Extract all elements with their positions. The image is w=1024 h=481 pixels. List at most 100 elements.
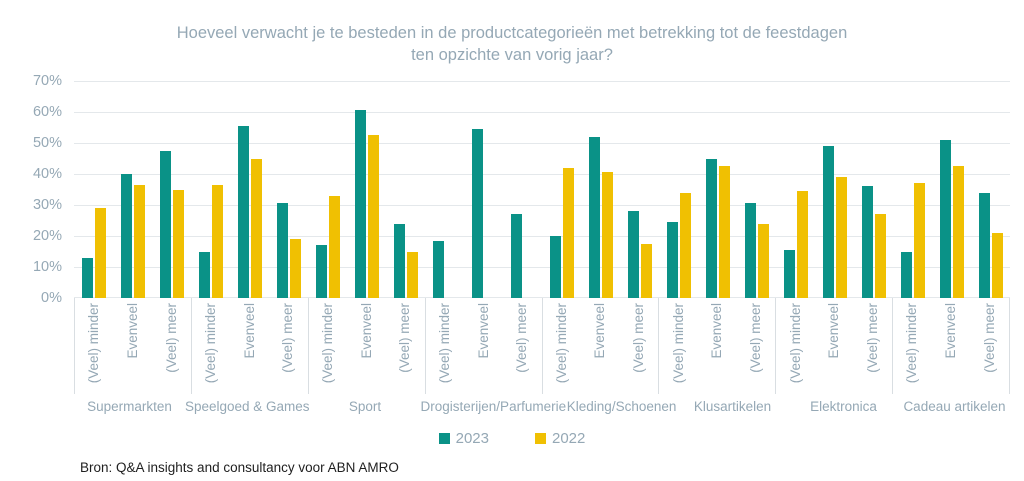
bar-2023 xyxy=(978,192,990,298)
yellow-square-icon xyxy=(535,433,546,444)
subcategory-label: Evenveel xyxy=(592,303,608,359)
bar-2023 xyxy=(354,110,366,298)
x-axis-group-labels: Supermarkten Speelgoed & Games Sport Drogis… xyxy=(74,396,1010,416)
y-axis: 70% 60% 50% 40% 30% 20% 10% 0% xyxy=(0,73,74,306)
subcategory-label-cell: (Veel) meer xyxy=(970,298,1009,394)
subcategory-label-cell: (Veel) minder xyxy=(75,298,114,394)
category-label-cell: Sport xyxy=(310,396,421,416)
bar-group xyxy=(308,81,425,298)
bar-2022 xyxy=(757,223,769,298)
category-label: Klusartikelen xyxy=(693,398,772,414)
bar-2023 xyxy=(237,125,249,298)
bar-groups xyxy=(74,81,1010,298)
bar-2022 xyxy=(679,192,691,298)
bar-pair xyxy=(464,81,503,298)
bar-2022 xyxy=(562,167,574,298)
bar-2022 xyxy=(406,251,418,298)
subcategory-label: (Veel) minder xyxy=(86,303,102,384)
bar-pair xyxy=(425,81,464,298)
bar-2023 xyxy=(549,236,561,298)
bar-2023 xyxy=(900,251,912,298)
bar-pair xyxy=(386,81,425,298)
bar-pair xyxy=(620,81,659,298)
subcategory-label-cell: Evenveel xyxy=(815,298,854,394)
bar-2023 xyxy=(510,214,522,298)
subcategory-label-cell: (Veel) minder xyxy=(776,298,815,394)
bar-group xyxy=(893,81,1010,298)
bar-2022 xyxy=(640,243,652,298)
y-axis-tick: 60% xyxy=(32,104,62,120)
bar-pair xyxy=(230,81,269,298)
category-label-cell: Klusartikelen xyxy=(677,396,788,416)
bar-2022 xyxy=(289,239,301,298)
subcategory-label-cell: (Veel) meer xyxy=(737,298,776,394)
y-axis-tick: 10% xyxy=(32,259,62,275)
bar-pair xyxy=(503,81,542,298)
gridline xyxy=(74,236,1010,237)
y-axis-tick: 50% xyxy=(32,135,62,151)
plot-area xyxy=(74,81,1010,298)
subcategory-label-cell: Evenveel xyxy=(698,298,737,394)
bar-2022 xyxy=(250,158,262,298)
bar-group xyxy=(191,81,308,298)
subcategory-label-cell: (Veel) minder xyxy=(893,298,932,394)
subcategory-label: (Veel) meer xyxy=(981,303,997,373)
bar-2023 xyxy=(939,139,951,298)
legend-item-2022: 2022 xyxy=(535,430,585,447)
bar-2022 xyxy=(952,166,964,298)
subcategory-label-cell: Evenveel xyxy=(347,298,386,394)
bar-2022 xyxy=(601,172,613,298)
bar-group xyxy=(425,81,542,298)
bar-2023 xyxy=(588,136,600,298)
bar-2022 xyxy=(874,214,886,298)
subcategory-label: Evenveel xyxy=(241,303,257,359)
subcategory-label-cell: (Veel) meer xyxy=(620,298,659,394)
subcategory-label: (Veel) meer xyxy=(631,303,647,373)
gridline xyxy=(74,267,1010,268)
subcategory-label-cell: Evenveel xyxy=(464,298,503,394)
bar-2022 xyxy=(172,189,184,298)
subcategory-label: Evenveel xyxy=(358,303,374,359)
bar-chart: 70% 60% 50% 40% 30% 20% 10% 0% (Veel) minder Eve… xyxy=(0,73,1024,416)
bar-pair xyxy=(152,81,191,298)
bar-pair xyxy=(191,81,230,298)
subcategory-label: (Veel) minder xyxy=(553,303,569,384)
subcategory-label-cell: (Veel) minder xyxy=(543,298,582,394)
subcategory-label: (Veel) minder xyxy=(904,303,920,384)
bar-2022 xyxy=(328,195,340,298)
subcategory-label-group: (Veel) minder Evenveel (Veel) meer xyxy=(74,298,191,394)
subcategory-label: Evenveel xyxy=(124,303,140,359)
bar-pair xyxy=(581,81,620,298)
bar-2022 xyxy=(835,177,847,298)
subcategory-label-cell: Evenveel xyxy=(231,298,270,394)
subcategory-label-cell: (Veel) meer xyxy=(386,298,425,394)
bar-2023 xyxy=(393,223,405,298)
y-axis-tick: 40% xyxy=(32,166,62,182)
subcategory-label: (Veel) minder xyxy=(320,303,336,384)
bar-2023 xyxy=(432,240,444,298)
subcategory-label: (Veel) meer xyxy=(280,303,296,373)
chart-title-line1: Hoeveel verwacht je te besteden in de pr… xyxy=(176,24,848,42)
subcategory-label-cell: (Veel) minder xyxy=(192,298,231,394)
bar-2023 xyxy=(627,211,639,298)
bar-2023 xyxy=(471,129,483,298)
category-label: Drogisterijen/Parfumerie xyxy=(420,398,567,414)
gridline xyxy=(74,112,1010,113)
category-label-cell: Kleding/Schoenen xyxy=(566,396,677,416)
subcategory-label-cell: (Veel) minder xyxy=(426,298,465,394)
legend-label-2023: 2023 xyxy=(455,430,489,447)
bar-pair xyxy=(74,81,113,298)
subcategory-label: (Veel) meer xyxy=(864,303,880,373)
subcategory-label: Evenveel xyxy=(826,303,842,359)
teal-square-icon xyxy=(438,433,450,444)
category-label: Cadeau artikelen xyxy=(903,398,1006,414)
subcategory-label-cell: (Veel) meer xyxy=(152,298,191,394)
bar-pair xyxy=(698,81,737,298)
bar-group xyxy=(776,81,893,298)
legend: 2023 2022 xyxy=(0,430,1024,447)
bar-group xyxy=(74,81,191,298)
subcategory-label-cell: (Veel) meer xyxy=(503,298,542,394)
subcategory-label: (Veel) minder xyxy=(787,303,803,384)
subcategory-label-cell: (Veel) minder xyxy=(659,298,698,394)
